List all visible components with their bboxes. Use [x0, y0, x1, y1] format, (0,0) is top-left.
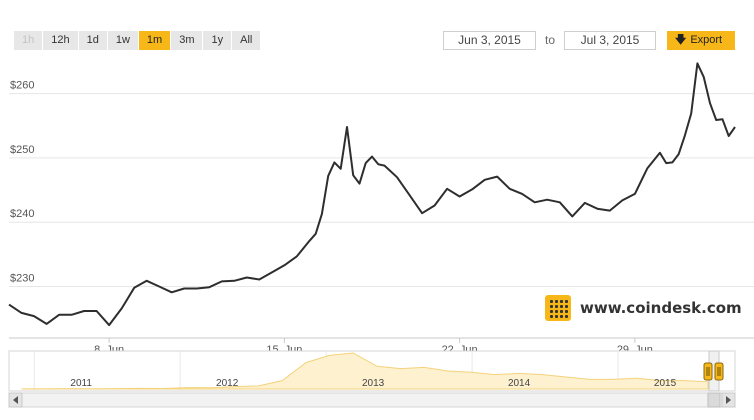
coindesk-logo-icon: [545, 295, 571, 321]
navigator[interactable]: 2011 2012 2013 2014 2015: [8, 350, 736, 392]
range-button-all[interactable]: All: [232, 31, 261, 50]
navigator-year-label: 2014: [508, 378, 531, 389]
scrollbar[interactable]: [8, 392, 736, 408]
y-tick-label: $230: [10, 273, 34, 285]
to-date-input[interactable]: Jul 3, 2015: [564, 31, 656, 50]
range-button-1d[interactable]: 1d: [78, 31, 107, 50]
to-label: to: [545, 33, 556, 47]
scrollbar-track[interactable]: [8, 392, 736, 408]
y-tick-label: $260: [10, 80, 34, 92]
coindesk-brand: www.coindesk.com: [545, 295, 742, 321]
navigator-year-label: 2011: [70, 378, 92, 389]
y-tick-label: $240: [10, 208, 34, 220]
arrow-left-icon: [13, 396, 18, 404]
y-axis: $230 $240 $250 $260: [10, 80, 34, 285]
download-arrow-icon: 🡇: [675, 34, 687, 46]
navigator-left-handle[interactable]: [703, 362, 713, 381]
navigator-year-labels: 2011 2012 2013 2014 2015: [70, 378, 676, 389]
y-tick-label: $250: [10, 144, 34, 156]
grid-lines: [9, 93, 754, 288]
navigator-right-handle[interactable]: [714, 362, 724, 381]
navigator-year-label: 2012: [216, 378, 239, 389]
range-button-1m[interactable]: 1m: [138, 31, 171, 50]
navigator-year-label: 2015: [654, 378, 677, 389]
range-button-1w[interactable]: 1w: [107, 31, 138, 50]
range-button-12h[interactable]: 12h: [43, 31, 78, 50]
navigator-area: [21, 352, 709, 390]
price-series-line: [8, 62, 736, 327]
arrow-right-icon: [726, 396, 731, 404]
range-selector: 1h 12h 1d 1w 1m 3m 1y All: [14, 31, 261, 50]
export-label: Export: [690, 34, 723, 46]
brand-text: www.coindesk.com: [580, 299, 742, 317]
from-date-input[interactable]: Jun 3, 2015: [443, 31, 536, 50]
range-button-1y[interactable]: 1y: [203, 31, 232, 50]
range-button-1h[interactable]: 1h: [14, 31, 43, 50]
range-button-3m[interactable]: 3m: [171, 31, 203, 50]
export-button[interactable]: 🡇 Export: [667, 31, 735, 50]
scrollbar-thumb[interactable]: [707, 392, 721, 408]
navigator-year-label: 2013: [362, 378, 385, 389]
